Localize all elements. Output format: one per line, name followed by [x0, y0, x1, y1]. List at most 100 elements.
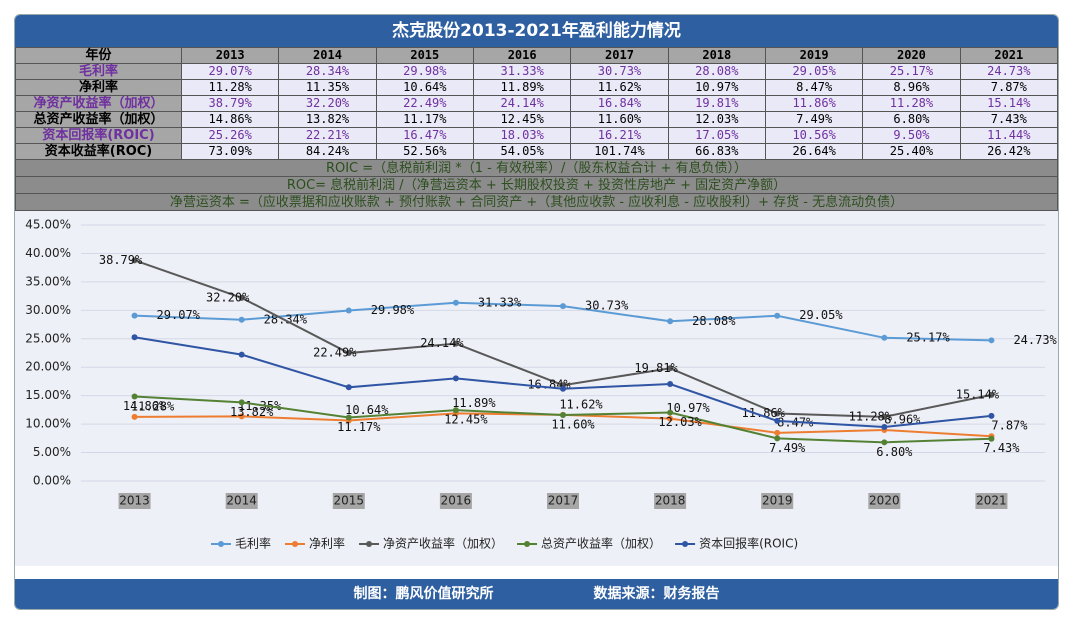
data-label: 28.08%: [692, 314, 736, 328]
data-point: [452, 299, 459, 306]
note-row: 净营运资本 =（应收票据和应收账款 + 预付账款 + 合同资产 +（其他应收款 …: [15, 193, 1058, 211]
table-cell: 16.84%: [570, 95, 669, 112]
table-row: 毛利率 29.07% 28.34% 29.98% 31.33% 30.73% 28.08% 2…: [15, 63, 1058, 80]
note-row: ROIC =（息税前利润 *（1 - 有效税率）/（股东权益合计 + 有息负债）…: [15, 159, 1058, 177]
header-cell: 2020: [862, 47, 961, 64]
data-label: 8.96%: [884, 413, 921, 427]
x-tick-label: 2021: [976, 494, 1007, 508]
data-point: [774, 429, 781, 436]
table-cell: 6.80%: [862, 111, 961, 128]
header-cell: 2016: [472, 47, 572, 64]
header-cell: 2013: [180, 47, 280, 64]
data-label: 6.80%: [876, 445, 913, 459]
table-cell: 101.74%: [570, 143, 669, 160]
table-cell: 12.45%: [472, 111, 572, 128]
table-cell: 19.81%: [667, 95, 766, 112]
data-point: [345, 307, 352, 314]
header-cell: 2018: [667, 47, 766, 64]
x-tick-label: 2019: [762, 494, 793, 508]
table-cell: 25.17%: [862, 63, 961, 80]
x-tick-label: 2017: [548, 494, 579, 508]
data-point: [238, 294, 245, 301]
data-point: [667, 415, 674, 422]
data-point: [667, 318, 674, 325]
legend-marker: [524, 541, 531, 547]
data-label: 14.86%: [123, 399, 167, 413]
y-tick-label: 40.00%: [25, 246, 71, 260]
x-tick-box: [975, 493, 1008, 509]
legend-label: 净利率: [309, 536, 345, 551]
x-tick-label: 2015: [334, 494, 365, 508]
table-cell: 28.08%: [667, 63, 766, 80]
header-cell: 2019: [764, 47, 864, 64]
table-cell: 52.56%: [375, 143, 474, 160]
x-tick-label: 2016: [441, 494, 472, 508]
x-tick-box: [439, 493, 472, 509]
x-tick-label: 2018: [655, 494, 686, 508]
data-point: [131, 413, 138, 420]
table-cell: 73.09%: [180, 143, 280, 160]
data-label: 31.33%: [478, 295, 522, 309]
legend-label: 净资产收益率（加权）: [383, 536, 503, 551]
table-cell: 7.43%: [959, 111, 1058, 128]
legend-marker: [218, 541, 224, 547]
data-point: [452, 407, 459, 414]
y-tick-label: 15.00%: [25, 388, 71, 402]
table-cell: 8.47%: [764, 79, 864, 96]
data-label: 12.03%: [658, 415, 702, 429]
chart: 0.00% 5.00% 10.00% 15.00% 20.00% 25.00% 30.00%…: [15, 211, 1058, 566]
x-tick-box: [868, 493, 901, 509]
y-tick-label: 5.00%: [33, 445, 71, 459]
data-point: [881, 423, 888, 430]
footer: 制图：鹏风价值研究所 数据来源：财务报告: [15, 579, 1058, 609]
x-tick-label: 2020: [869, 494, 900, 508]
x-tick-box: [225, 493, 258, 509]
data-label: 11.86%: [742, 406, 786, 420]
y-tick-label: 20.00%: [25, 360, 71, 374]
data-label: 11.62%: [559, 397, 603, 411]
y-tick-label: 25.00%: [25, 331, 71, 345]
table-cell: 15.14%: [959, 95, 1058, 112]
table-cell: 11.89%: [472, 79, 572, 96]
table-cell: 31.33%: [472, 63, 572, 80]
data-point: [667, 365, 674, 372]
row-label: 净资产收益率（加权）: [15, 95, 182, 112]
data-point: [345, 414, 352, 421]
data-point: [774, 410, 781, 417]
y-tick-label: 35.00%: [25, 274, 71, 288]
data-point: [560, 412, 566, 419]
page-title: 杰克股份2013-2021年盈利能力情况: [15, 15, 1058, 47]
table-cell: 11.62%: [570, 79, 669, 96]
header-cell: 2014: [278, 47, 377, 64]
data-point: [131, 257, 138, 264]
table-cell: 26.42%: [959, 143, 1058, 160]
table-cell: 7.87%: [959, 79, 1058, 96]
legend-marker: [292, 541, 299, 547]
y-tick-label: 0.00%: [33, 474, 71, 488]
table-row: 资本回报率(ROIC) 25.26% 22.21% 16.47% 18.03% 16.21…: [15, 127, 1058, 144]
table-cell: 24.73%: [959, 63, 1058, 80]
data-point: [345, 384, 352, 391]
table-cell: 32.20%: [278, 95, 377, 112]
data-label: 19.81%: [634, 361, 678, 375]
table-row: 总资产收益率（加权） 14.86% 13.82% 11.17% 12.45% 11.60%…: [15, 111, 1058, 128]
legend-marker: [366, 541, 373, 547]
data-point: [667, 381, 674, 388]
data-label: 28.34%: [264, 312, 308, 326]
data-label: 29.05%: [799, 308, 843, 322]
data-label: 10.64%: [345, 403, 389, 417]
data-label: 7.43%: [983, 441, 1020, 455]
legend-label: 总资产收益率（加权）: [541, 536, 661, 551]
table-cell: 11.44%: [959, 127, 1058, 144]
table-row: 资本收益率(ROC) 73.09% 84.24% 52.56% 54.05% 101.74…: [15, 143, 1058, 160]
table-cell: 29.98%: [375, 63, 474, 80]
data-point: [988, 435, 995, 442]
table-cell: 14.86%: [180, 111, 280, 128]
y-tick-label: 45.00%: [25, 218, 71, 232]
data-point: [131, 393, 138, 400]
row-label: 总资产收益率（加权）: [15, 111, 182, 128]
row-label: 净利率: [15, 79, 182, 96]
panel: 杰克股份2013-2021年盈利能力情况 年份 2013 2014 2015 2016 2…: [14, 14, 1059, 610]
data-point: [988, 391, 995, 398]
